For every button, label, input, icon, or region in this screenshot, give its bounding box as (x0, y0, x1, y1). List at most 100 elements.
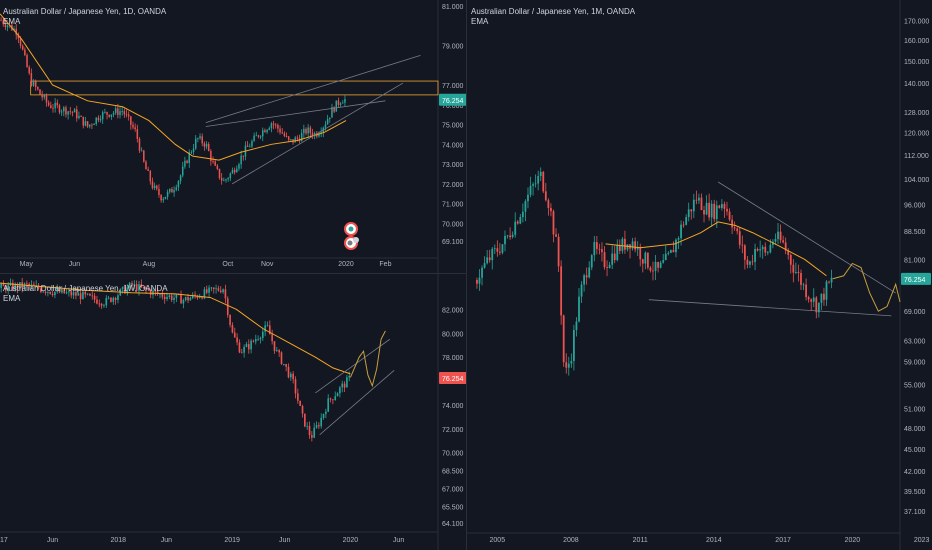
candle-body (700, 197, 703, 211)
candle-body (769, 244, 772, 253)
candle-body (830, 277, 833, 283)
candle-body (641, 259, 644, 264)
candle-body (828, 281, 830, 283)
candle-body (114, 297, 117, 300)
candle-body (339, 387, 341, 394)
candle-body (128, 282, 131, 288)
chart-title-weekly: Australian Dollar / Japanese Yen, 1W, OA… (3, 284, 168, 293)
candle-body (56, 289, 59, 292)
candle-body (194, 138, 197, 149)
candle-body (236, 337, 238, 343)
candle-body (266, 325, 269, 327)
last-price-tag (439, 371, 466, 384)
candle-body (567, 363, 570, 368)
candle-body (802, 284, 805, 286)
candle-body (527, 194, 529, 202)
pane-divider-vertical[interactable] (466, 0, 467, 550)
candle-body (245, 344, 248, 347)
candle-body (233, 332, 236, 338)
candle-body (191, 294, 194, 298)
candle-body (639, 246, 642, 260)
candle-body (188, 152, 190, 163)
chart-panel-weekly[interactable]: 82.00080.00078.00076.00074.00072.00070.0… (0, 274, 466, 550)
candle-body (0, 283, 2, 288)
candle-body (180, 294, 182, 304)
chart-panel-monthly[interactable]: 170.000 160.000 150.000 140.000 128.000 120.0… (467, 0, 932, 550)
candle-body (214, 161, 216, 166)
candle-body (779, 231, 782, 241)
candle-body (152, 290, 154, 295)
candle-body (800, 273, 802, 285)
last-price-tag (901, 272, 931, 285)
event-icons[interactable] (344, 222, 360, 253)
candle-body (601, 249, 603, 253)
candle-body (631, 241, 634, 249)
candle-body (173, 297, 175, 300)
pane-divider-horizontal[interactable] (0, 273, 466, 274)
candle-body (667, 252, 670, 254)
candle-body (247, 344, 250, 350)
candle-body (764, 246, 767, 253)
candle-body (687, 209, 690, 218)
last-price-label: 76.254 (442, 376, 464, 383)
candle-body (557, 236, 560, 267)
candle-body (156, 291, 159, 294)
candle-body (539, 171, 542, 177)
x-tick-label: 2023 (914, 537, 930, 544)
y-tick-label: 63.000 (904, 338, 926, 345)
candle-body (17, 34, 20, 39)
candle-body (565, 362, 568, 368)
y-tick-label: 75.000 (442, 123, 464, 130)
candle-body (506, 235, 509, 237)
candle-body (575, 321, 578, 330)
chart-panel-daily[interactable]: 81.000 79.000 77.000 76.000 75.000 74.000 73.0… (0, 0, 466, 273)
candle-body (227, 178, 229, 180)
candle-body (743, 245, 746, 260)
candle-body (320, 417, 323, 427)
candle-body (313, 427, 316, 438)
candle-body (233, 169, 236, 173)
candle-body (583, 275, 585, 285)
candle-body (231, 169, 234, 174)
candle-body (19, 282, 21, 289)
candle-body (723, 204, 726, 209)
chart-legend-monthly: Australian Dollar / Japanese Yen, 1M, OA… (471, 7, 635, 27)
y-tick-label: 88.500 (904, 229, 926, 236)
candle-body (270, 123, 273, 129)
candle-body (47, 291, 49, 293)
candle-body (524, 201, 527, 212)
candle-body (110, 114, 113, 117)
candle-body (67, 111, 69, 115)
candle-body (218, 168, 221, 179)
x-tick-label: 2017 (775, 537, 791, 544)
candle-body (177, 181, 180, 188)
candle-body (95, 117, 97, 124)
y-tick-label: 150.000 (904, 59, 929, 66)
candle-body (501, 244, 504, 253)
candle-body (105, 297, 108, 306)
candle-body (308, 425, 311, 436)
candle-body (253, 135, 255, 142)
y-tick-label: 42.000 (904, 469, 926, 476)
candle-body (14, 283, 17, 290)
earnings-event-icon[interactable] (344, 222, 360, 250)
candle-body (751, 261, 754, 263)
candle-body (153, 185, 156, 189)
candle-body (207, 143, 210, 152)
candle-body (238, 342, 241, 353)
candle-body (815, 297, 818, 313)
candle-body (97, 117, 100, 121)
candle-body (285, 136, 288, 137)
candle-body (52, 107, 54, 109)
candle-body (119, 111, 121, 115)
x-tick-label: Jun (279, 537, 290, 544)
candle-body (162, 199, 165, 201)
candle-body (56, 102, 59, 106)
y-tick-label: 160.000 (904, 38, 929, 45)
candle-body (88, 124, 91, 127)
candle-body (33, 284, 35, 286)
candle-body (201, 297, 203, 299)
candle-body (2, 20, 5, 25)
candle-body (133, 284, 136, 286)
candle-body (550, 207, 552, 212)
